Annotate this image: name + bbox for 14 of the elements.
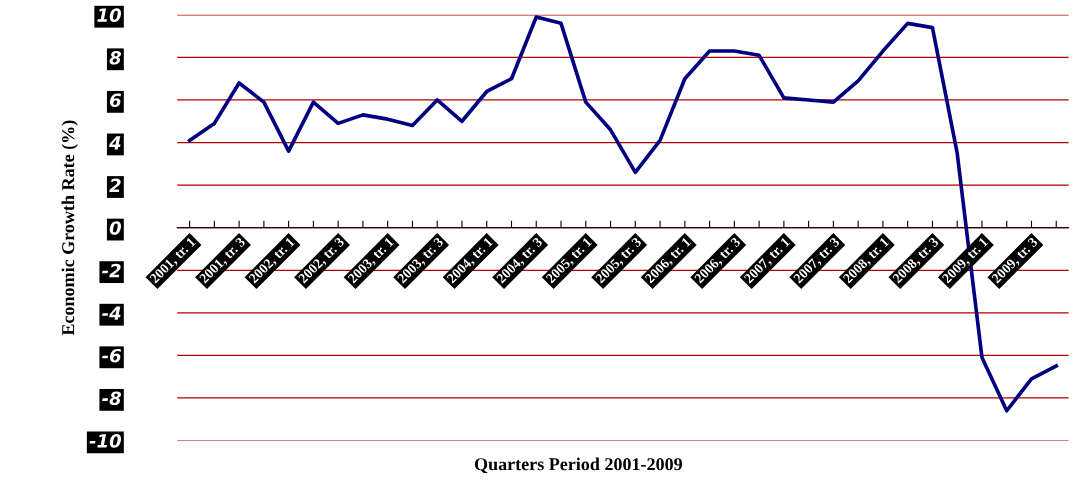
y-tick-label: -10 bbox=[89, 434, 122, 448]
x-axis-title: Quarters Period 2001-2009 bbox=[474, 457, 682, 474]
y-tick-label: -4 bbox=[102, 306, 121, 320]
y-tick-label: 10 bbox=[97, 8, 122, 22]
y-tick-label: -8 bbox=[102, 391, 121, 406]
y-tick-label: -2 bbox=[102, 263, 121, 278]
y-tick-label: 2 bbox=[109, 178, 121, 192]
line-series bbox=[187, 15, 1059, 413]
y-tick-label: 4 bbox=[109, 136, 121, 150]
y-axis-title: Economic Growth Rate (%) bbox=[61, 120, 78, 336]
y-tick-label: 0 bbox=[109, 221, 122, 235]
y-tick-label: 6 bbox=[109, 93, 122, 108]
y-tick-label: -6 bbox=[102, 348, 122, 363]
y-tick-label: 8 bbox=[109, 50, 121, 65]
